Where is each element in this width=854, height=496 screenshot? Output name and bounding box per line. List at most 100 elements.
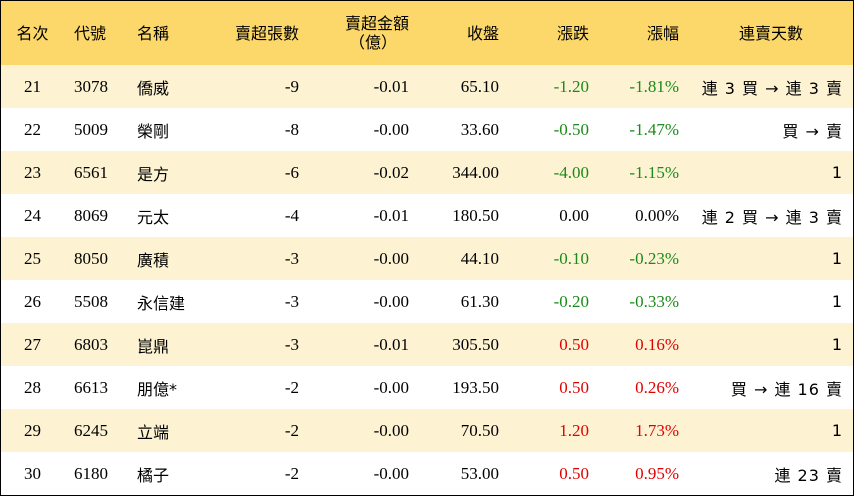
cell-code: 5009 bbox=[74, 119, 108, 139]
cell-change-pct: 0.26% bbox=[635, 377, 679, 397]
cell-name: 是方 bbox=[137, 164, 170, 184]
cell-change-pct: 1.73% bbox=[635, 420, 679, 440]
cell-change-pct: 0.16% bbox=[635, 334, 679, 354]
cell-code: 6803 bbox=[74, 334, 108, 354]
cell-net-sell-amount: -0.00 bbox=[373, 291, 409, 311]
cell-close: 33.60 bbox=[460, 119, 499, 139]
cell-rank: 22 bbox=[24, 119, 41, 139]
cell-change-pct: -0.23% bbox=[629, 248, 679, 268]
header-close: 收盤 bbox=[466, 23, 499, 43]
header-change: 漲跌 bbox=[556, 23, 589, 43]
cell-name: 僑威 bbox=[137, 78, 170, 98]
cell-net-sell-amount: -0.01 bbox=[373, 76, 409, 96]
cell-streak: 1 bbox=[831, 292, 843, 311]
cell-net-sell-amount: -0.00 bbox=[373, 420, 409, 440]
cell-change-pct: -1.81% bbox=[629, 76, 679, 96]
cell-name: 永信建 bbox=[137, 293, 186, 313]
table-row: 26 5508 永信建 -3 -0.00 61.30 -0.20 -0.33% 1 bbox=[1, 280, 853, 323]
cell-close: 61.30 bbox=[460, 291, 499, 311]
table-row: 23 6561 是方 -6 -0.02 344.00 -4.00 -1.15% 1 bbox=[1, 151, 853, 194]
cell-change: 0.50 bbox=[559, 463, 589, 483]
cell-code: 6613 bbox=[74, 377, 108, 397]
cell-streak: 買 → 連 16 賣 bbox=[730, 379, 843, 399]
cell-streak: 1 bbox=[831, 249, 843, 268]
cell-rank: 23 bbox=[24, 162, 41, 182]
cell-streak: 買 → 賣 bbox=[782, 121, 843, 141]
cell-change-pct: -1.15% bbox=[629, 162, 679, 182]
cell-code: 8050 bbox=[74, 248, 108, 268]
header-rank: 名次 bbox=[16, 23, 49, 43]
cell-net-sell-amount: -0.00 bbox=[373, 377, 409, 397]
cell-change: -0.10 bbox=[553, 248, 589, 268]
header-net-sell-lots: 賣超張數 bbox=[234, 23, 299, 43]
cell-close: 70.50 bbox=[460, 420, 499, 440]
cell-streak: 連 23 賣 bbox=[774, 465, 843, 485]
cell-change-pct: 0.95% bbox=[635, 463, 679, 483]
cell-streak: 連 3 買 → 連 3 賣 bbox=[701, 78, 843, 98]
table-row: 22 5009 榮剛 -8 -0.00 33.60 -0.50 -1.47% 買 → 賣 bbox=[1, 108, 853, 151]
cell-net-sell-amount: -0.00 bbox=[373, 463, 409, 483]
cell-rank: 29 bbox=[24, 420, 41, 440]
cell-rank: 24 bbox=[24, 205, 41, 225]
cell-name: 立端 bbox=[137, 422, 170, 442]
cell-change: 0.50 bbox=[559, 334, 589, 354]
cell-net-sell-amount: -0.00 bbox=[373, 119, 409, 139]
cell-close: 65.10 bbox=[460, 76, 499, 96]
cell-net-sell-amount: -0.01 bbox=[373, 334, 409, 354]
cell-code: 3078 bbox=[74, 76, 108, 96]
cell-close: 305.50 bbox=[452, 334, 499, 354]
cell-code: 6561 bbox=[74, 162, 108, 182]
cell-close: 53.00 bbox=[460, 463, 499, 483]
header-net-sell-amount-line1: 賣超金額 bbox=[344, 14, 409, 33]
cell-change: -0.50 bbox=[553, 119, 589, 139]
table-row: 27 6803 崑鼎 -3 -0.01 305.50 0.50 0.16% 1 bbox=[1, 323, 853, 366]
cell-rank: 26 bbox=[24, 291, 41, 311]
cell-net-sell-lots: -2 bbox=[284, 420, 299, 440]
cell-streak: 1 bbox=[831, 335, 843, 354]
cell-close: 44.10 bbox=[460, 248, 499, 268]
cell-name: 崑鼎 bbox=[137, 336, 170, 356]
cell-code: 5508 bbox=[74, 291, 108, 311]
cell-change: -1.20 bbox=[553, 76, 589, 96]
header-change-pct: 漲幅 bbox=[646, 23, 679, 43]
cell-change: 1.20 bbox=[559, 420, 589, 440]
cell-change: 0.00 bbox=[559, 205, 589, 225]
cell-rank: 28 bbox=[24, 377, 41, 397]
cell-close: 344.00 bbox=[452, 162, 499, 182]
cell-close: 180.50 bbox=[452, 205, 499, 225]
cell-change-pct: -0.33% bbox=[629, 291, 679, 311]
header-net-sell-amount: 賣超金額 （億） bbox=[309, 1, 419, 65]
cell-net-sell-lots: -2 bbox=[284, 463, 299, 483]
cell-change-pct: 0.00% bbox=[635, 205, 679, 225]
cell-name: 橘子 bbox=[137, 465, 170, 485]
cell-rank: 27 bbox=[24, 334, 41, 354]
table-row: 30 6180 橘子 -2 -0.00 53.00 0.50 0.95% 連 23 賣 bbox=[1, 452, 853, 495]
cell-streak: 1 bbox=[831, 163, 843, 182]
cell-name: 廣積 bbox=[137, 250, 170, 270]
cell-rank: 30 bbox=[24, 463, 41, 483]
cell-net-sell-lots: -9 bbox=[284, 76, 299, 96]
cell-close: 193.50 bbox=[452, 377, 499, 397]
cell-name: 榮剛 bbox=[137, 121, 170, 141]
cell-net-sell-lots: -3 bbox=[284, 248, 299, 268]
cell-code: 8069 bbox=[74, 205, 108, 225]
table-row: 21 3078 僑威 -9 -0.01 65.10 -1.20 -1.81% 連 3 買 → 連… bbox=[1, 65, 853, 108]
cell-change-pct: -1.47% bbox=[629, 119, 679, 139]
header-code: 代號 bbox=[74, 23, 107, 43]
cell-net-sell-amount: -0.02 bbox=[373, 162, 409, 182]
cell-net-sell-lots: -8 bbox=[284, 119, 299, 139]
cell-code: 6180 bbox=[74, 463, 108, 483]
cell-rank: 25 bbox=[24, 248, 41, 268]
cell-rank: 21 bbox=[24, 76, 41, 96]
header-streak: 連賣天數 bbox=[738, 23, 803, 43]
table-row: 24 8069 元太 -4 -0.01 180.50 0.00 0.00% 連 2 買 → 連 … bbox=[1, 194, 853, 237]
cell-name: 朋億* bbox=[137, 379, 178, 399]
cell-net-sell-lots: -3 bbox=[284, 334, 299, 354]
cell-net-sell-lots: -4 bbox=[284, 205, 299, 225]
cell-streak: 連 2 買 → 連 3 賣 bbox=[701, 207, 843, 227]
cell-name: 元太 bbox=[137, 207, 170, 227]
cell-net-sell-lots: -6 bbox=[284, 162, 299, 182]
cell-change: -4.00 bbox=[553, 162, 589, 182]
